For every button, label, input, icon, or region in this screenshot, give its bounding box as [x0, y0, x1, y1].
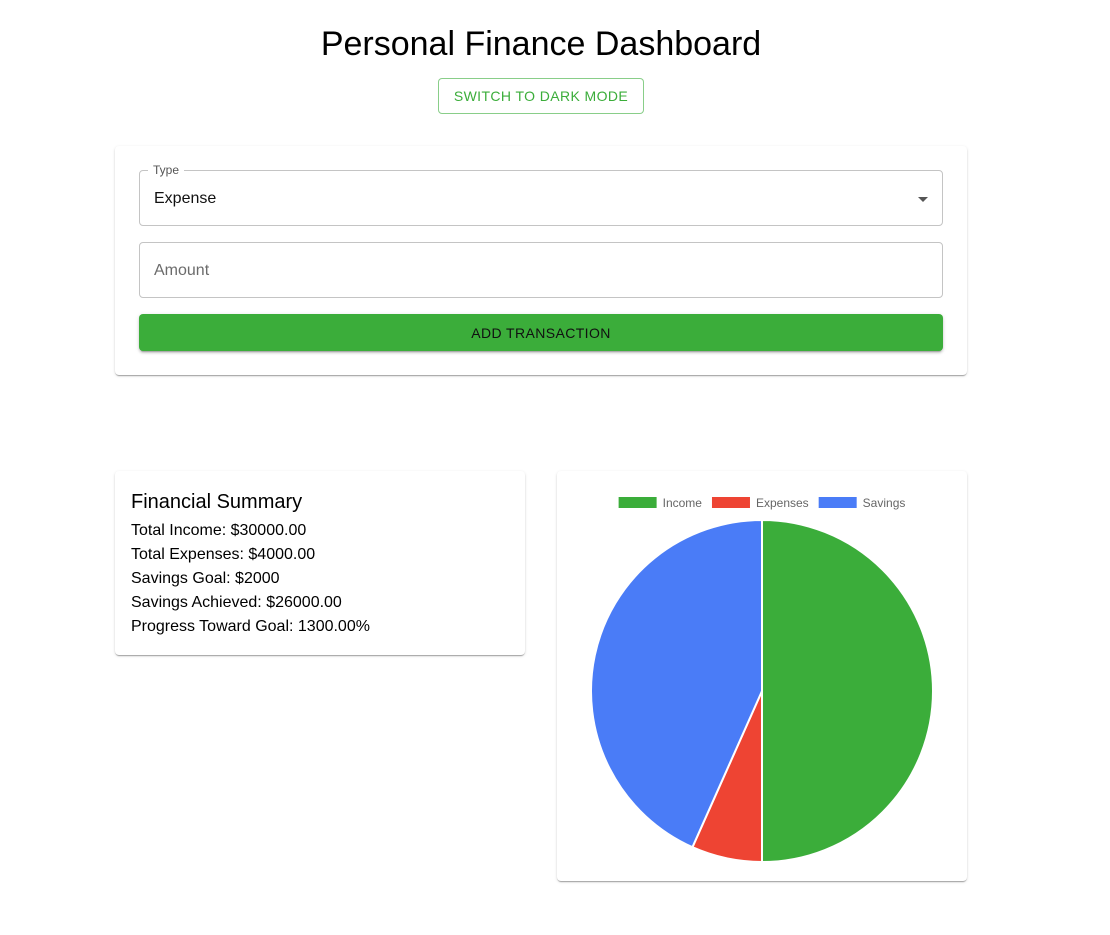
pie-chart: Income Expenses Savings [590, 496, 934, 864]
chart-slices [590, 518, 934, 864]
summary-savings-achieved: Savings Achieved: $26000.00 [131, 594, 342, 611]
financial-summary-card: Financial Summary Total Income: $30000.0… [115, 471, 525, 655]
pie-slice-savings[interactable] [590, 518, 763, 849]
legend-swatch-income[interactable] [618, 497, 657, 508]
summary-total-income: Total Income: $30000.00 [131, 522, 307, 539]
legend-label-expenses[interactable]: Expenses [756, 496, 809, 510]
page-title: Personal Finance Dashboard [320, 25, 762, 63]
summary-list: Total Income: $30000.00 Total Expenses: … [131, 519, 370, 639]
amount-input[interactable]: Amount [139, 242, 943, 298]
type-select-label: Type [148, 163, 185, 177]
transaction-form-card: Type Expense Amount ADD TRANSACTION [115, 146, 967, 375]
pie-chart-card: Income Expenses Savings [557, 471, 967, 881]
summary-savings-goal: Savings Goal: $2000 [131, 570, 280, 587]
dark-mode-toggle-button[interactable]: SWITCH TO DARK MODE [438, 78, 644, 114]
dropdown-arrow-icon[interactable] [918, 197, 928, 202]
legend-swatch-savings[interactable] [818, 497, 857, 508]
summary-progress: Progress Toward Goal: 1300.00% [131, 618, 370, 635]
summary-title: Financial Summary [131, 491, 303, 513]
type-select-value: Expense [154, 190, 217, 207]
summary-total-expenses: Total Expenses: $4000.00 [131, 546, 316, 563]
legend-swatch-expenses[interactable] [711, 497, 750, 508]
pie-slice-income[interactable] [761, 518, 934, 864]
add-transaction-button[interactable]: ADD TRANSACTION [139, 314, 943, 351]
type-select[interactable]: Type Expense [139, 163, 943, 226]
legend-label-savings[interactable]: Savings [863, 496, 906, 510]
amount-input-placeholder: Amount [154, 262, 210, 279]
legend-label-income[interactable]: Income [663, 496, 703, 510]
chart-legend: Income Expenses Savings [618, 496, 906, 510]
